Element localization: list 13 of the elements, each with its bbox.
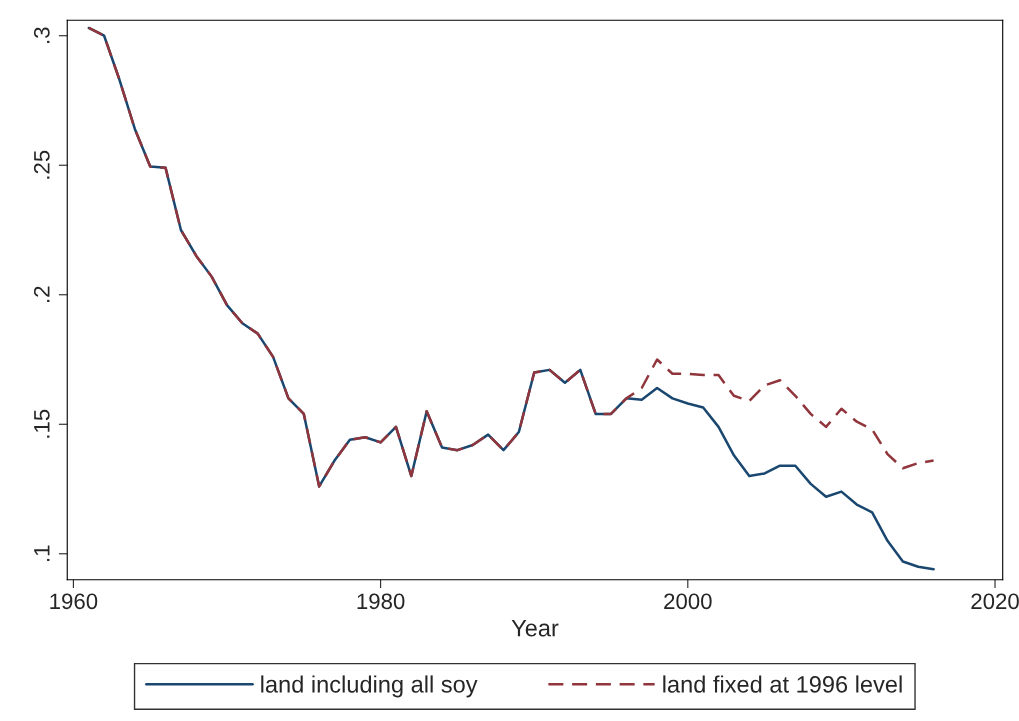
y-tick-label: .2 — [33, 286, 50, 302]
y-tick-label: .1 — [34, 545, 50, 562]
x-tick-label: 2000 — [664, 593, 712, 610]
x-axis-title: Year — [511, 620, 559, 637]
legend-label: land fixed at 1996 level — [663, 675, 902, 693]
y-tick-label: .15 — [34, 409, 50, 438]
x-tick-label: 1980 — [357, 593, 405, 610]
x-tick-label: 1960 — [50, 593, 98, 610]
legend-label: land including all soy — [261, 675, 478, 698]
y-tick-label: .3 — [33, 27, 50, 43]
line-series — [87, 26, 935, 488]
y-tick-label: .25 — [33, 150, 50, 179]
x-tick-label: 2020 — [971, 593, 1019, 610]
